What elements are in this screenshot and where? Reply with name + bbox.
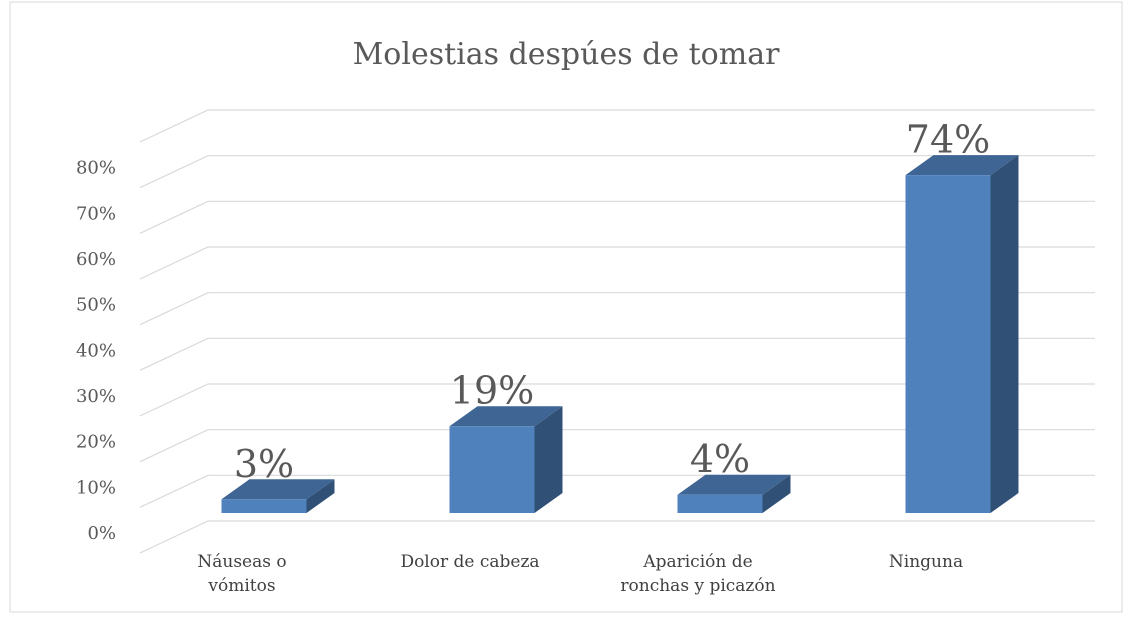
grid-line [139,383,1095,417]
y-tick-label: 30% [76,386,116,407]
bar-front [221,499,307,513]
y-tick-label: 50% [76,295,116,316]
data-label: 3% [234,442,294,486]
bar [905,155,1019,514]
chart-frame [9,1,1123,613]
grid-line [139,155,1095,189]
x-tick-label: Dolor de cabeza [400,552,540,572]
grid-line [139,429,1095,463]
data-label: 19% [450,369,534,413]
bar-front [905,175,991,514]
bar-front [449,426,535,513]
grid-line [139,337,1095,371]
y-tick-label: 0% [87,523,116,544]
bar-top [449,406,563,427]
grid-line [139,246,1095,280]
grid-line [139,520,1095,554]
chart-title: Molestias despúes de tomar [353,37,781,72]
grid-line [139,292,1095,326]
y-tick-label: 60% [76,249,116,270]
bar-side [990,155,1019,514]
bar [449,406,563,513]
y-tick-label: 80% [76,158,116,179]
bar-front [677,494,763,513]
y-tick-label: 40% [76,340,116,361]
x-tick-label: Ninguna [888,552,964,572]
bar-top [905,155,1019,176]
bar-side [306,479,335,513]
frame-line [139,109,1095,143]
data-label: 74% [906,118,990,162]
bar-side [762,474,791,513]
data-label: 4% [690,437,750,481]
y-tick-label: 70% [76,203,116,224]
bar-side [534,406,563,513]
grid-line [139,474,1095,508]
x-tick-label: Náuseas o vómitos [197,552,287,596]
bar-top [221,479,335,500]
y-tick-label: 20% [76,432,116,453]
x-tick-label: Aparición de ronchas y picazón [620,552,776,596]
bar [677,474,791,513]
grid-line [139,200,1095,234]
bar [221,479,335,513]
bar-top [677,474,791,495]
y-tick-label: 10% [76,477,116,498]
